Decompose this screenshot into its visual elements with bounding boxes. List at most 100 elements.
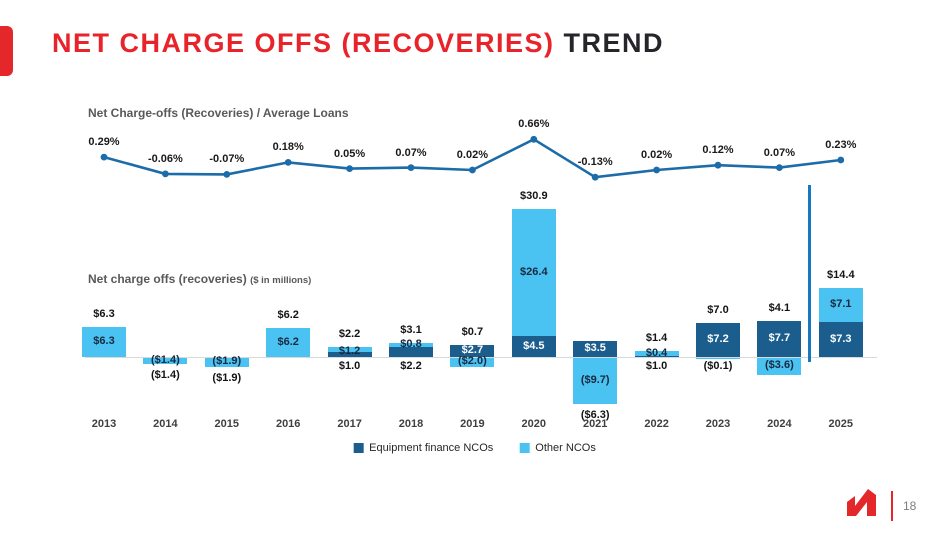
bar-total-label-2014: ($1.4) (151, 369, 180, 382)
x-axis-label-2024: 2024 (767, 418, 792, 430)
bar-value-label-2023: $7.2 (707, 333, 729, 346)
legend-label-other-ncos: Other NCOs (535, 442, 596, 454)
bar-value-label-2020: $4.5 (523, 339, 545, 352)
bar-2020-other-ncos (511, 209, 556, 336)
line-point-2025 (837, 156, 845, 164)
bar-2015-other-ncos (204, 357, 249, 367)
x-axis-label-2020: 2020 (521, 418, 547, 430)
bar-2025-equipment-finance (818, 322, 863, 358)
bar-total-label-2025: $14.4 (827, 269, 855, 282)
page-title-dark: TREND (555, 28, 665, 58)
bar-total-label-2018: $3.1 (400, 324, 422, 337)
x-axis-label-2025: 2025 (828, 418, 854, 430)
bar-2017-equipment-finance (327, 351, 372, 358)
bar-chart-title: Net charge offs (recoveries) ($ in milli… (88, 272, 311, 286)
line-point-2021 (591, 173, 599, 181)
line-point-label-2023: 0.12% (702, 144, 734, 157)
line-point-label-2021: -0.13% (577, 156, 613, 169)
bar-value-label-2025: $7.3 (830, 332, 852, 345)
bar-2022-equipment-finance (634, 355, 679, 358)
bar-total-label-2023: $7.0 (707, 303, 729, 316)
chart-legend: Equipment finance NCOs Other NCOs (353, 442, 596, 454)
line-point-2019 (469, 166, 476, 174)
bar-value-label-2021: ($9.7) (580, 373, 610, 386)
bar-2022-other-ncos (634, 350, 679, 356)
line-point-2023 (714, 161, 722, 169)
line-point-label-2025: 0.23% (825, 138, 857, 151)
line-point-label-2013: 0.29% (88, 136, 120, 149)
bar-2019-equipment-finance (450, 344, 495, 358)
line-point-label-2016: 0.18% (272, 141, 304, 154)
bar-value-label-2024: ($3.6) (765, 359, 794, 372)
line-point-label-2019: 0.02% (456, 149, 488, 162)
x-axis-label-2017: 2017 (337, 418, 362, 430)
line-point-2018 (407, 164, 415, 172)
line-point-2014 (162, 170, 169, 178)
x-axis-label-2021: 2021 (582, 418, 608, 430)
line-point-2016 (284, 159, 292, 166)
bar-value-label-2016: $6.2 (277, 335, 299, 348)
line-point-label-2018: 0.07% (395, 146, 427, 159)
line-point-2017 (346, 165, 353, 173)
bar-chart-title-suffix: ($ in millions) (250, 275, 312, 286)
bar-2018-equipment-finance (389, 346, 433, 358)
legend-label-equipment-finance: Equipment finance NCOs (369, 442, 494, 454)
bar-2021-other-ncos (573, 357, 618, 405)
bar-value-label-2018: $2.2 (400, 360, 422, 372)
x-axis-label-2013: 2013 (91, 418, 117, 430)
legend-item-equipment-finance: Equipment finance NCOs (353, 442, 493, 454)
line-point-label-2024: 0.07% (763, 146, 795, 159)
bar-2014-other-ncos (143, 357, 188, 365)
x-axis-label-2016: 2016 (275, 418, 301, 430)
bar-total-label-2024: $4.1 (768, 301, 791, 314)
bar-value-label-2019: ($2.0) (458, 355, 487, 368)
legend-item-other-ncos: Other NCOs (519, 442, 596, 454)
line-point-label-2022: 0.02% (640, 149, 673, 162)
bar-value-label-2019: $2.7 (461, 344, 484, 357)
page-title: NET CHARGE OFFS (RECOVERIES) TREND (52, 28, 664, 59)
legend-swatch-other-ncos (519, 443, 530, 453)
bar-2016-other-ncos (266, 327, 311, 358)
bar-total-label-2020: $30.9 (520, 190, 548, 203)
bar-value-label-2017: $1.2 (338, 345, 361, 358)
bar-value-label-2023: ($0.1) (703, 360, 733, 372)
line-chart-title: Net Charge-offs (Recoveries) / Average L… (88, 106, 349, 120)
line-point-2020 (530, 135, 538, 143)
bar-total-label-2021: ($6.3) (580, 409, 610, 422)
bar-2019-other-ncos (450, 357, 495, 368)
page-number: 18 (903, 499, 917, 513)
bar-2025-other-ncos (818, 288, 863, 323)
page-title-dark-text: TREND (563, 28, 665, 58)
line-point-label-2015: -0.07% (209, 153, 245, 166)
x-axis-label-2014: 2014 (153, 418, 178, 430)
line-point-2022 (653, 166, 660, 174)
x-axis-label-2018: 2018 (398, 418, 424, 430)
bar-value-label-2022: $0.4 (645, 347, 668, 360)
bar-2017-other-ncos (327, 346, 372, 352)
slide-accent-bar (0, 26, 13, 76)
x-axis-label-2019: 2019 (460, 418, 485, 430)
brand-logo (847, 489, 876, 516)
bar-total-label-2019: $0.7 (461, 325, 484, 338)
bar-total-label-2016: $6.2 (277, 308, 299, 321)
x-axis-label-2015: 2015 (214, 418, 240, 430)
bar-2024-equipment-finance (757, 320, 802, 358)
bar-total-label-2017: $2.2 (338, 327, 361, 340)
bar-2023-equipment-finance (696, 322, 740, 358)
legend-swatch-equipment-finance (353, 443, 364, 453)
x-axis-label-2023: 2023 (705, 418, 731, 430)
line-point-2015 (223, 171, 231, 178)
bar-total-label-2015: ($1.9) (212, 371, 242, 384)
line-point-label-2017: 0.05% (333, 147, 366, 160)
bar-2020-equipment-finance (511, 335, 556, 358)
bar-total-label-2013: $6.3 (93, 308, 115, 321)
line-point-label-2014: -0.06% (147, 152, 183, 165)
bar-value-label-2020: $26.4 (520, 265, 548, 278)
bar-value-label-2021: $3.5 (584, 342, 606, 355)
bar-total-label-2022: $1.4 (645, 331, 668, 344)
bar-2023-other-ncos (696, 357, 740, 358)
x-axis-label-2022: 2022 (644, 418, 669, 430)
bar-2024-other-ncos (757, 357, 802, 375)
